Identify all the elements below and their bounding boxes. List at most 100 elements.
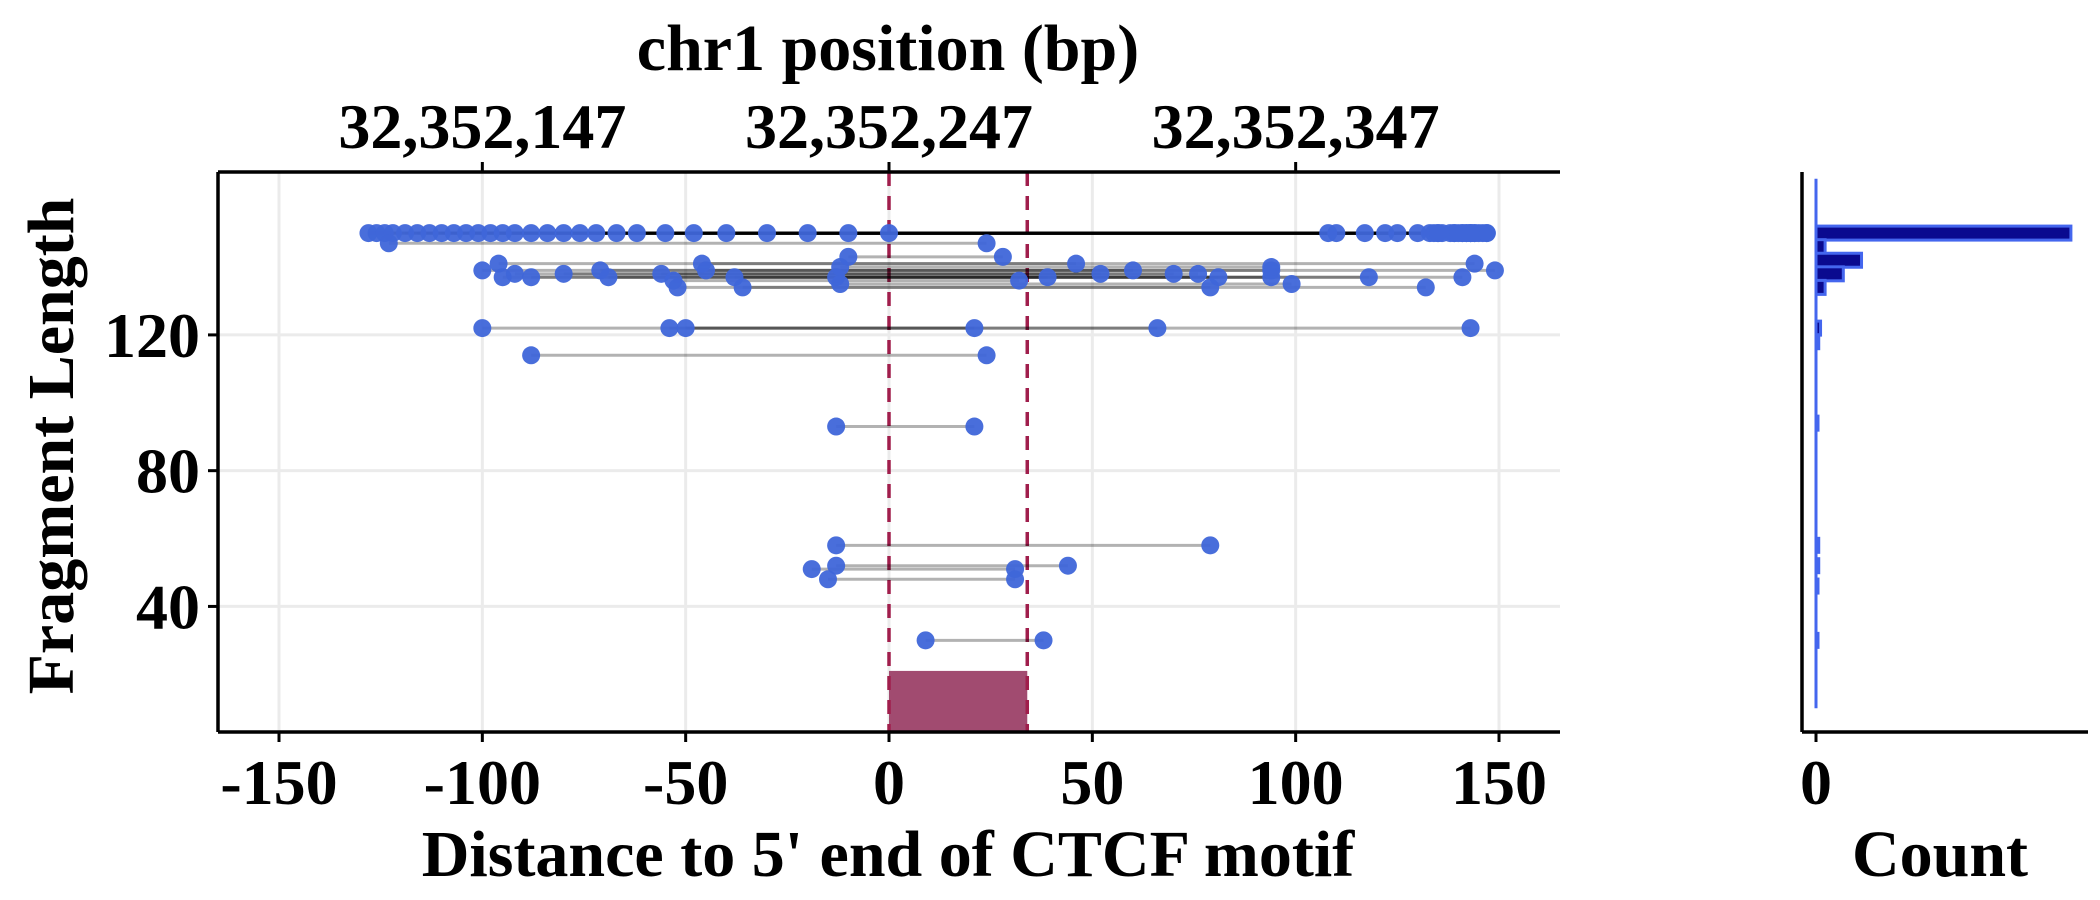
fragment-endpoint (660, 319, 679, 338)
top-tick-label: 32,352,347 (1152, 91, 1440, 162)
fragment-endpoint (697, 261, 715, 280)
fragment-endpoint (684, 224, 703, 243)
fragment-endpoint (1449, 224, 1468, 243)
x-tick-label: -50 (643, 747, 728, 818)
histogram-bar (1814, 319, 1823, 337)
fragment-endpoint (1262, 258, 1281, 277)
fragment-endpoint (522, 268, 541, 287)
fragment-endpoint (1416, 278, 1435, 297)
fragment-endpoint (1282, 275, 1301, 293)
fragment-endpoint (607, 224, 626, 243)
histogram-x-axis-title: Count (1852, 818, 2028, 891)
x-tick-label: 0 (873, 747, 905, 818)
fragment-endpoint (839, 224, 858, 243)
fragment-endpoint (1189, 264, 1208, 283)
fragment-endpoint (505, 264, 524, 283)
fragment-endpoint (1465, 254, 1484, 273)
fragment-endpoint (977, 234, 996, 253)
fragment-endpoint (1201, 536, 1220, 555)
fragment-segments (368, 231, 1495, 642)
histogram-bar (1814, 238, 1827, 256)
fragment-endpoint (627, 224, 646, 243)
fragment-endpoint (1148, 319, 1167, 338)
histogram-bar (1814, 414, 1820, 432)
main-plot-axes: -150 -100 -50 0 50 100 150 40 80 120 32,352,147 32,… (104, 91, 1560, 818)
fragment-endpoint (1091, 264, 1110, 283)
fragment-endpoint (1453, 268, 1472, 287)
fragment-endpoint (1010, 271, 1029, 290)
x-tick-label: 50 (1060, 747, 1124, 818)
y-axis-title: Fragment Length (15, 198, 88, 695)
fragment-endpoint (965, 417, 984, 436)
fragment-endpoint (1461, 319, 1480, 338)
histogram-x-tick-label: 0 (1800, 747, 1832, 818)
fragment-endpoint (827, 556, 846, 575)
fragment-endpoint (489, 254, 508, 273)
histogram-bar (1814, 251, 1864, 269)
fragment-endpoint (587, 224, 606, 243)
fragment-endpoint (554, 224, 573, 243)
fragment-endpoint (916, 631, 935, 650)
fragment-endpoint (993, 247, 1012, 266)
histogram-bar (1814, 333, 1821, 351)
fragment-endpoint (538, 224, 557, 243)
fragment-endpoint (473, 261, 492, 280)
fragment-endpoint (656, 224, 675, 243)
histogram-bar (1814, 536, 1821, 554)
fragment-endpoint (827, 417, 846, 436)
x-tick-label: -150 (220, 747, 337, 818)
fragment-endpoint (1006, 570, 1025, 589)
fragment-endpoint (758, 224, 776, 243)
ctcf-motif-box (889, 670, 1028, 732)
fragment-endpoint (827, 536, 846, 555)
fragment-endpoint (965, 319, 984, 338)
fragment-endpoint (379, 234, 398, 253)
y-tick-label: 40 (136, 571, 200, 642)
fragment-endpoint (802, 560, 821, 579)
fragment-endpoint (1376, 224, 1395, 243)
fragment-endpoint (1067, 254, 1086, 273)
histogram-bar (1814, 577, 1820, 595)
fragment-endpoint (1355, 224, 1374, 243)
top-axis-title: chr1 position (bp) (637, 12, 1139, 85)
fragment-endpoint (819, 570, 837, 589)
histogram-bar (1814, 278, 1827, 296)
fragment-endpoint (1034, 631, 1053, 650)
fragment-endpoint (1319, 224, 1338, 243)
x-tick-label: 100 (1248, 747, 1344, 818)
fragment-endpoints (359, 224, 1504, 650)
fragment-endpoint (1164, 264, 1183, 283)
fragment-endpoint (676, 319, 695, 338)
ctcf-motif-layer (887, 172, 1030, 732)
fragment-endpoint (554, 264, 573, 283)
histogram-bar (1814, 265, 1845, 283)
count-histogram: 0 (1800, 172, 2088, 818)
fragment-endpoint (839, 247, 858, 266)
x-axis-title: Distance to 5' end of CTCF motif (422, 818, 1355, 891)
fragment-endpoint (880, 224, 898, 243)
fragment-endpoint (1058, 556, 1077, 575)
fragment-endpoint (1429, 224, 1447, 243)
fragment-endpoint (1477, 224, 1496, 243)
fragment-endpoint (1485, 261, 1504, 280)
y-tick-label: 120 (104, 300, 200, 371)
fragment-endpoint (522, 224, 541, 243)
fragment-endpoint (599, 268, 618, 287)
y-tick-label: 80 (136, 436, 200, 507)
x-tick-label: 150 (1451, 747, 1547, 818)
fragment-endpoint (1124, 261, 1142, 280)
histogram-bar (1814, 557, 1821, 575)
histogram-bar (1814, 631, 1820, 649)
fragment-endpoint (1359, 268, 1378, 287)
fragment-endpoint (570, 224, 589, 243)
histogram-bar (1814, 224, 2073, 242)
fragment-endpoint (798, 224, 817, 243)
fragment-endpoint (505, 224, 524, 243)
fragment-endpoint (473, 319, 492, 338)
fragment-endpoint (1038, 268, 1057, 287)
fragment-endpoint (717, 224, 736, 243)
x-tick-label: -100 (424, 747, 541, 818)
top-tick-label: 32,352,247 (745, 91, 1033, 162)
fragment-endpoint (977, 346, 996, 365)
